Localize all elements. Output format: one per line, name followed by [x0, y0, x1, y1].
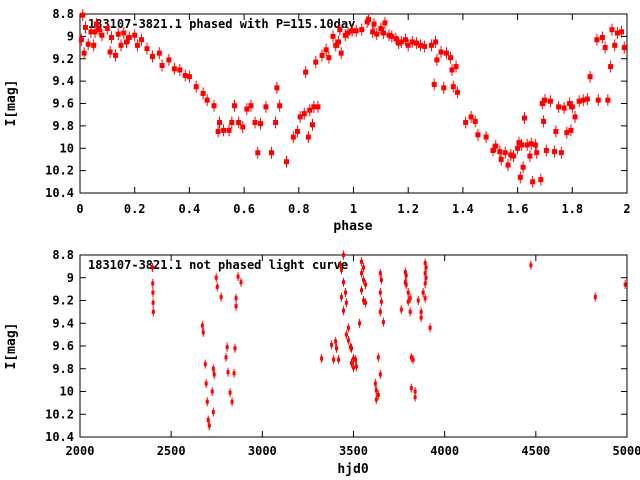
- x-tick-label: 1.4: [452, 202, 474, 216]
- unphased-y-axis-label: I[mag]: [4, 323, 19, 370]
- y-tick-label: 9: [67, 29, 74, 43]
- y-tick-label: 9.6: [52, 339, 74, 353]
- phased-y-axis-label: I[mag]: [4, 80, 19, 127]
- unphased-x-axis-label: hjd0: [337, 462, 368, 477]
- y-tick-label: 10.2: [45, 407, 74, 421]
- y-tick-label: 10.4: [45, 186, 74, 200]
- phased-plot-title: 183107-3821.1 phased with P=115.10day: [88, 17, 355, 31]
- y-tick-label: 8.8: [52, 7, 74, 21]
- y-tick-label: 9.8: [52, 362, 74, 376]
- unphased-plot-area: 2000 2500 3000 3500 4000 4500 5000 8.8 9 9.2 9.4 9.…: [45, 248, 640, 458]
- phased-x-axis-label: phase: [333, 219, 372, 234]
- x-tick-label: 5000: [613, 444, 640, 458]
- y-tick-label: 10: [60, 141, 74, 155]
- x-tick-label: 1.6: [507, 202, 529, 216]
- x-tick-label: 2000: [66, 444, 95, 458]
- y-tick-label: 8.8: [52, 248, 74, 262]
- y-tick-label: 9.2: [52, 294, 74, 308]
- y-tick-label: 9.4: [52, 74, 74, 88]
- x-tick-label: 1: [350, 202, 357, 216]
- x-tick-label: 0.2: [124, 202, 146, 216]
- phased-plot: I[mag] 0 0.2 0.4 0.6 0.8 1 1.2 1.4 1.6 1.8 2 8.8 9 9.…: [4, 7, 631, 234]
- y-tick-label: 10.2: [45, 164, 74, 178]
- x-tick-label: 0.8: [288, 202, 310, 216]
- x-tick-label: 3000: [248, 444, 277, 458]
- x-tick-label: 0.6: [233, 202, 255, 216]
- x-tick-label: 1.2: [397, 202, 419, 216]
- unphased-data-points: [151, 250, 627, 431]
- y-tick-label: 9.8: [52, 119, 74, 133]
- plot-frame: [79, 254, 628, 438]
- x-tick-label: 2: [623, 202, 630, 216]
- y-tick-label: 9.2: [52, 52, 74, 66]
- y-tick-label: 10: [60, 385, 74, 399]
- x-tick-label: 2500: [157, 444, 186, 458]
- phased-plot-area: 0 0.2 0.4 0.6 0.8 1 1.2 1.4 1.6 1.8 2 8.8 9 9.2 9.4 9.6…: [45, 7, 631, 216]
- unphased-plot-title: 183107-3821.1 not phased light curve: [88, 258, 348, 272]
- x-tick-label: 4500: [521, 444, 550, 458]
- x-tick-label: 0: [76, 202, 83, 216]
- x-tick-label: 1.8: [561, 202, 583, 216]
- phased-data-points: [78, 9, 627, 188]
- y-tick-label: 9.4: [52, 316, 74, 330]
- y-tick-label: 9.6: [52, 97, 74, 111]
- y-tick-label: 10.4: [45, 430, 74, 444]
- unphased-plot: I[mag] 2000 2500 3000 3500 4000 4500 5000 8.8 9 9…: [4, 248, 640, 477]
- x-tick-label: 4000: [430, 444, 459, 458]
- x-tick-label: 0.4: [179, 202, 201, 216]
- y-tick-label: 9: [67, 271, 74, 285]
- x-tick-label: 3500: [339, 444, 368, 458]
